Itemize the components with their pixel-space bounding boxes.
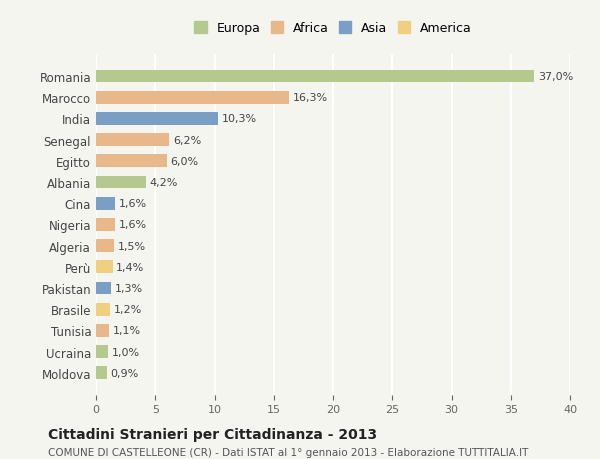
Bar [96,176,146,189]
Bar [96,367,107,379]
Text: 1,4%: 1,4% [116,262,145,272]
Text: COMUNE DI CASTELLEONE (CR) - Dati ISTAT al 1° gennaio 2013 - Elaborazione TUTTIT: COMUNE DI CASTELLEONE (CR) - Dati ISTAT … [48,447,529,457]
Legend: Europa, Africa, Asia, America: Europa, Africa, Asia, America [189,17,477,40]
Bar [96,92,289,104]
Text: 1,3%: 1,3% [115,283,143,293]
Text: 1,2%: 1,2% [114,304,142,314]
Text: 37,0%: 37,0% [538,72,573,82]
Text: 10,3%: 10,3% [221,114,257,124]
Text: 1,6%: 1,6% [119,220,146,230]
Text: 1,6%: 1,6% [119,199,146,209]
Bar [96,155,167,168]
Bar [96,134,169,147]
Text: 4,2%: 4,2% [149,178,178,188]
Text: 0,9%: 0,9% [110,368,139,378]
Text: 6,2%: 6,2% [173,135,201,146]
Bar [96,113,218,125]
Text: 16,3%: 16,3% [293,93,328,103]
Text: 1,5%: 1,5% [118,241,145,251]
Text: 6,0%: 6,0% [170,157,199,167]
Text: 1,0%: 1,0% [112,347,140,357]
Bar [96,303,110,316]
Bar [96,218,115,231]
Bar [96,282,112,295]
Bar [96,197,115,210]
Bar [96,325,109,337]
Bar [96,346,108,358]
Bar [96,71,535,83]
Bar [96,261,113,274]
Bar [96,240,114,252]
Text: 1,1%: 1,1% [113,326,141,336]
Text: Cittadini Stranieri per Cittadinanza - 2013: Cittadini Stranieri per Cittadinanza - 2… [48,427,377,441]
